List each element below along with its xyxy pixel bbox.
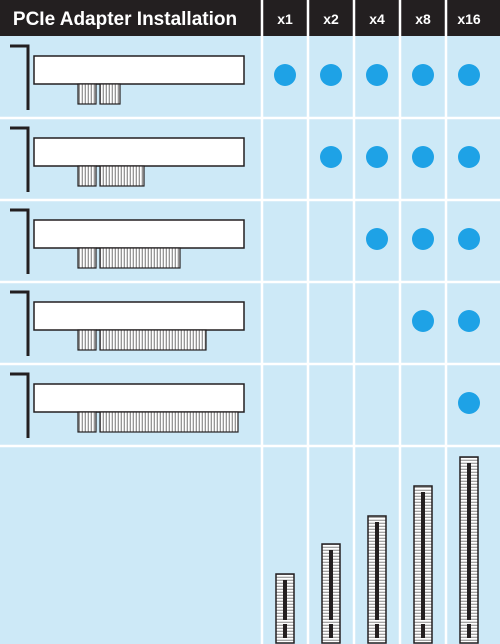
- edge-connector-x1: [99, 83, 121, 105]
- pcb-icon: [33, 301, 245, 331]
- pcb-icon: [33, 55, 245, 85]
- pcie-slot-x4: [367, 515, 387, 644]
- edge-connector-key: [77, 329, 97, 351]
- compatible-dot-icon: [274, 64, 296, 86]
- edge-connector-key: [77, 165, 97, 187]
- compatible-dot-icon: [412, 64, 434, 86]
- compatible-dot-icon: [366, 146, 388, 168]
- compatible-dot-icon: [366, 64, 388, 86]
- compatible-dot-icon: [458, 392, 480, 414]
- pcb-icon: [33, 219, 245, 249]
- bracket-icon: [10, 44, 30, 110]
- compatible-dot-icon: [412, 228, 434, 250]
- page-title: PCIe Adapter Installation: [13, 9, 237, 30]
- column-header-x2: x2: [323, 11, 339, 27]
- column-header-x16: x16: [457, 11, 481, 27]
- bracket-icon: [10, 372, 30, 438]
- column-header-x4: x4: [369, 11, 385, 27]
- adapter-card-x4: [10, 208, 245, 274]
- compatible-dot-icon: [412, 310, 434, 332]
- edge-connector-x8: [99, 329, 207, 351]
- pcie-slot-x2: [321, 543, 341, 644]
- edge-connector-x4: [99, 247, 181, 269]
- compatible-dot-icon: [320, 146, 342, 168]
- edge-connector-key: [77, 411, 97, 433]
- edge-connector-x2: [99, 165, 145, 187]
- adapter-card-x1: [10, 44, 245, 110]
- adapter-card-x16: [10, 372, 245, 438]
- bracket-icon: [10, 126, 30, 192]
- pcie-slot-x1: [275, 573, 295, 644]
- compatible-dot-icon: [458, 64, 480, 86]
- adapter-card-x2: [10, 126, 245, 192]
- compatible-dot-icon: [320, 64, 342, 86]
- compatible-dot-icon: [366, 228, 388, 250]
- compatible-dot-icon: [412, 146, 434, 168]
- compatible-dot-icon: [458, 228, 480, 250]
- pcie-slot-x8: [413, 485, 433, 644]
- bracket-icon: [10, 208, 30, 274]
- column-header-x8: x8: [415, 11, 431, 27]
- compatible-dot-icon: [458, 146, 480, 168]
- pcie-slot-x16: [459, 456, 479, 644]
- column-header-x1: x1: [277, 11, 293, 27]
- edge-connector-key: [77, 83, 97, 105]
- compatible-dot-icon: [458, 310, 480, 332]
- edge-connector-x16: [99, 411, 239, 433]
- edge-connector-key: [77, 247, 97, 269]
- pcb-icon: [33, 383, 245, 413]
- bracket-icon: [10, 290, 30, 356]
- header-bar: [0, 0, 500, 36]
- pcb-icon: [33, 137, 245, 167]
- adapter-card-x8: [10, 290, 245, 356]
